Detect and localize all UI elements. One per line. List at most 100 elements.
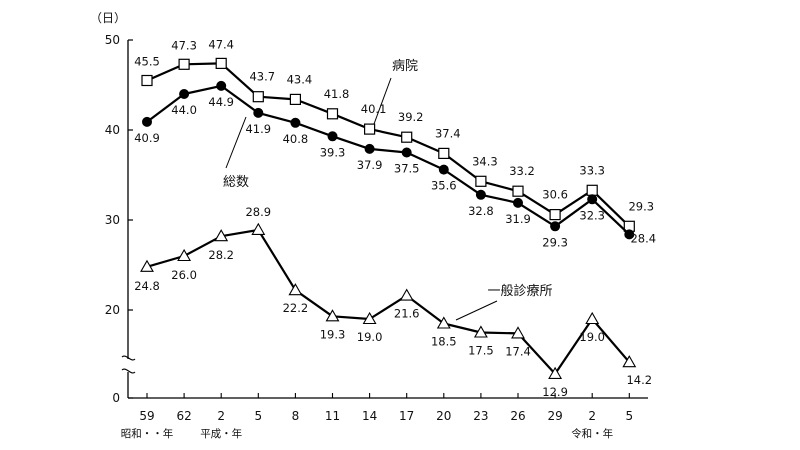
series-clinic — [140, 222, 637, 379]
data-label-hospital: 43.7 — [249, 70, 275, 84]
marker-hospital — [401, 131, 413, 143]
era-label: 昭和・・年 — [121, 427, 174, 440]
marker-total — [290, 117, 301, 128]
data-label-hospital: 29.3 — [628, 199, 654, 213]
marker-total — [179, 89, 190, 99]
marker-hospital — [438, 147, 450, 159]
marker-clinic — [585, 311, 600, 325]
leader-line-total — [225, 116, 247, 169]
series-name-hospital: 病院 — [392, 59, 418, 74]
marker-hospital — [141, 74, 153, 87]
data-label-hospital: 37.4 — [435, 126, 461, 140]
leader-line-hospital — [373, 77, 392, 125]
marker-total — [513, 197, 523, 208]
labels-layer: 45.5 47.3 47.4 43.7 43.4 41.8 40.1 39.2 37.4 34.3… — [134, 37, 656, 399]
data-label-clinic: 14.2 — [626, 373, 652, 387]
series-line-clinic — [146, 228, 631, 375]
marker-hospital — [289, 93, 301, 106]
marker-total — [475, 189, 486, 200]
x-tick-label: 8 — [292, 409, 300, 423]
data-label-total: 40.8 — [283, 132, 309, 146]
data-label-clinic: 19.0 — [357, 330, 383, 344]
data-label-clinic: 24.8 — [134, 279, 160, 293]
axis-break-mark-upper — [121, 355, 136, 361]
data-label-total: 44.9 — [208, 95, 234, 109]
x-tick-label: 62 — [176, 409, 191, 423]
x-tick-label: 11 — [325, 409, 340, 423]
marker-hospital — [475, 175, 487, 187]
marker-total — [142, 116, 152, 127]
data-label-hospital: 45.5 — [134, 55, 160, 69]
leader-line-clinic — [455, 300, 498, 321]
data-label-hospital: 47.4 — [208, 37, 234, 51]
marker-hospital — [215, 57, 227, 70]
data-label-clinic: 17.5 — [468, 344, 494, 358]
data-label-clinic: 22.2 — [283, 301, 309, 315]
axes: 0 20 30 40 50 （日） 59 62 2 5 8 11 14 17 20 23 26 29 2 5 昭和・・年… — [90, 11, 648, 440]
marker-hospital — [364, 123, 376, 135]
x-tick-label: 17 — [399, 409, 414, 423]
marker-clinic — [251, 222, 266, 235]
series-name-total: 総数 — [223, 175, 249, 190]
y-tick-label: 0 — [112, 391, 120, 405]
marker-clinic — [362, 311, 377, 325]
series-layer — [140, 57, 637, 379]
x-tick-label: 20 — [436, 409, 451, 423]
marker-clinic — [140, 259, 154, 272]
axis-break-mark-lower — [121, 368, 136, 374]
data-label-hospital: 43.4 — [287, 72, 313, 86]
x-tick-label: 2 — [588, 409, 596, 423]
data-label-total: 32.8 — [468, 204, 494, 218]
marker-total — [438, 164, 449, 175]
marker-total — [253, 107, 264, 118]
data-label-hospital: 41.8 — [324, 87, 350, 101]
data-label-hospital: 40.1 — [361, 102, 387, 116]
series-hospital — [141, 57, 635, 232]
data-label-clinic: 19.3 — [320, 327, 346, 341]
y-unit-label: （日） — [90, 11, 126, 25]
marker-clinic — [399, 288, 414, 301]
data-label-clinic: 28.2 — [208, 248, 234, 262]
data-label-total: 29.3 — [542, 235, 568, 249]
data-label-clinic: 21.6 — [394, 307, 420, 321]
series-line-total — [146, 84, 631, 236]
data-label-hospital: 34.3 — [472, 154, 498, 168]
marker-hospital — [512, 185, 524, 197]
data-label-total: 32.3 — [579, 208, 605, 222]
data-label-clinic: 18.5 — [431, 335, 457, 349]
y-tick-label: 30 — [105, 213, 120, 227]
marker-clinic — [511, 326, 525, 339]
marker-hospital — [549, 209, 561, 221]
data-label-hospital: 47.3 — [171, 38, 197, 52]
data-label-total: 37.9 — [357, 158, 383, 172]
x-tick-label: 5 — [625, 409, 633, 423]
marker-clinic — [177, 248, 192, 262]
marker-clinic — [325, 309, 340, 322]
data-label-total: 35.6 — [431, 179, 457, 193]
series-total — [142, 80, 635, 240]
data-label-total: 28.4 — [630, 231, 656, 245]
marker-total — [550, 221, 561, 232]
series-line-hospital — [146, 62, 631, 228]
marker-clinic — [214, 229, 229, 242]
marker-clinic — [436, 316, 451, 329]
x-tick-label: 5 — [254, 409, 262, 423]
marker-clinic — [548, 366, 563, 379]
data-label-total: 39.3 — [320, 145, 346, 159]
data-label-clinic: 26.0 — [171, 268, 197, 282]
x-tick-label: 14 — [362, 409, 377, 423]
marker-hospital — [586, 184, 598, 196]
x-tick-label: 29 — [547, 409, 562, 423]
marker-clinic — [622, 355, 637, 368]
marker-clinic — [473, 325, 488, 338]
data-label-clinic: 12.9 — [542, 385, 568, 399]
data-label-clinic: 19.0 — [579, 330, 605, 344]
y-tick-label: 50 — [105, 33, 120, 47]
marker-hospital — [326, 108, 339, 120]
x-tick-label: 2 — [217, 409, 225, 423]
data-label-total: 31.9 — [505, 212, 531, 226]
x-tick-label: 23 — [473, 409, 488, 423]
data-label-hospital: 33.3 — [579, 163, 605, 177]
data-label-hospital: 30.6 — [542, 188, 568, 202]
